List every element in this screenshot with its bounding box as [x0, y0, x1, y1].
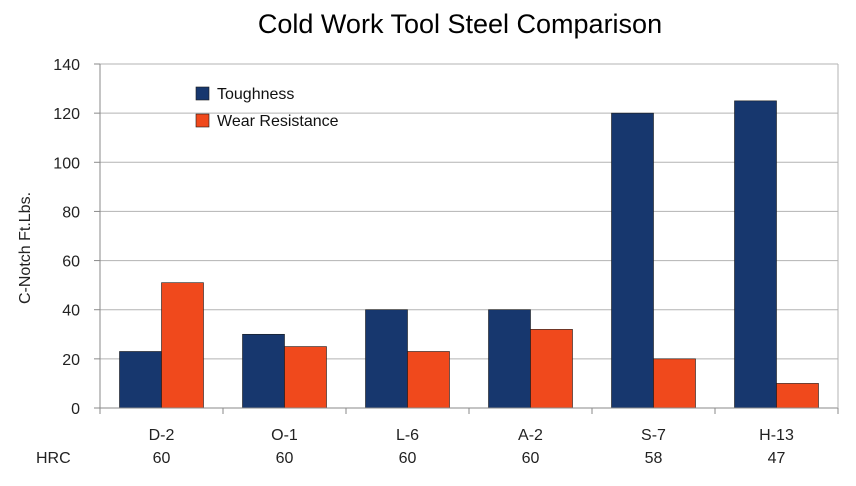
bar-toughness-h-13 [734, 100, 777, 409]
legend-swatch-toughness [195, 86, 210, 101]
hrc-row-label: HRC [36, 450, 71, 467]
y-tick-label: 60 [62, 254, 80, 271]
bar-toughness-s-7 [611, 112, 654, 409]
bars [119, 100, 819, 409]
y-tick-label: 0 [71, 401, 80, 418]
y-tick-label: 140 [53, 57, 80, 74]
bar-wear-resistance-h-13 [776, 383, 819, 409]
bar-toughness-a-2 [488, 309, 531, 409]
bar-wear-resistance-s-7 [653, 358, 696, 409]
bar-toughness-o-1 [242, 333, 285, 409]
x-tick-label: S-7 [641, 427, 666, 444]
x-tick-label: D-2 [149, 427, 175, 444]
x-tick-label: A-2 [518, 427, 543, 444]
x-tick-label: H-13 [759, 427, 794, 444]
hrc-value: 60 [153, 450, 171, 467]
bar-wear-resistance-o-1 [284, 346, 327, 409]
bar-toughness-d-2 [119, 351, 162, 409]
x-tick-label: O-1 [271, 427, 298, 444]
y-tick-label: 40 [62, 303, 80, 320]
hrc-value: 60 [522, 450, 540, 467]
hrc-value: 47 [768, 450, 786, 467]
bar-wear-resistance-l-6 [407, 351, 450, 409]
gridlines [100, 63, 838, 360]
bar-wear-resistance-d-2 [161, 282, 204, 409]
bar-wear-resistance-a-2 [530, 329, 573, 409]
bar-toughness-l-6 [365, 309, 408, 409]
y-tick-labels: 0 20 40 60 80 100 120 140 [53, 57, 80, 418]
hrc-value: 58 [645, 450, 663, 467]
y-axis-label: C-Notch Ft.Lbs. [17, 192, 34, 304]
y-tick-label: 120 [53, 106, 80, 123]
legend-swatch-wear-resistance [195, 113, 210, 128]
y-tick-label: 80 [62, 204, 80, 221]
hrc-value: 60 [399, 450, 417, 467]
legend: Toughness Wear Resistance [195, 86, 339, 130]
legend-label: Toughness [217, 86, 294, 103]
hrc-value: 60 [276, 450, 294, 467]
x-tick-label: L-6 [396, 427, 419, 444]
y-tick-label: 100 [53, 155, 80, 172]
chart-title: Cold Work Tool Steel Comparison [258, 9, 662, 39]
axes [94, 63, 839, 414]
x-tick-labels: D-2 60 O-1 60 L-6 60 A-2 60 S-7 58 H-13 47 HRC [36, 427, 794, 467]
legend-label: Wear Resistance [217, 113, 339, 130]
y-tick-label: 20 [62, 352, 80, 369]
